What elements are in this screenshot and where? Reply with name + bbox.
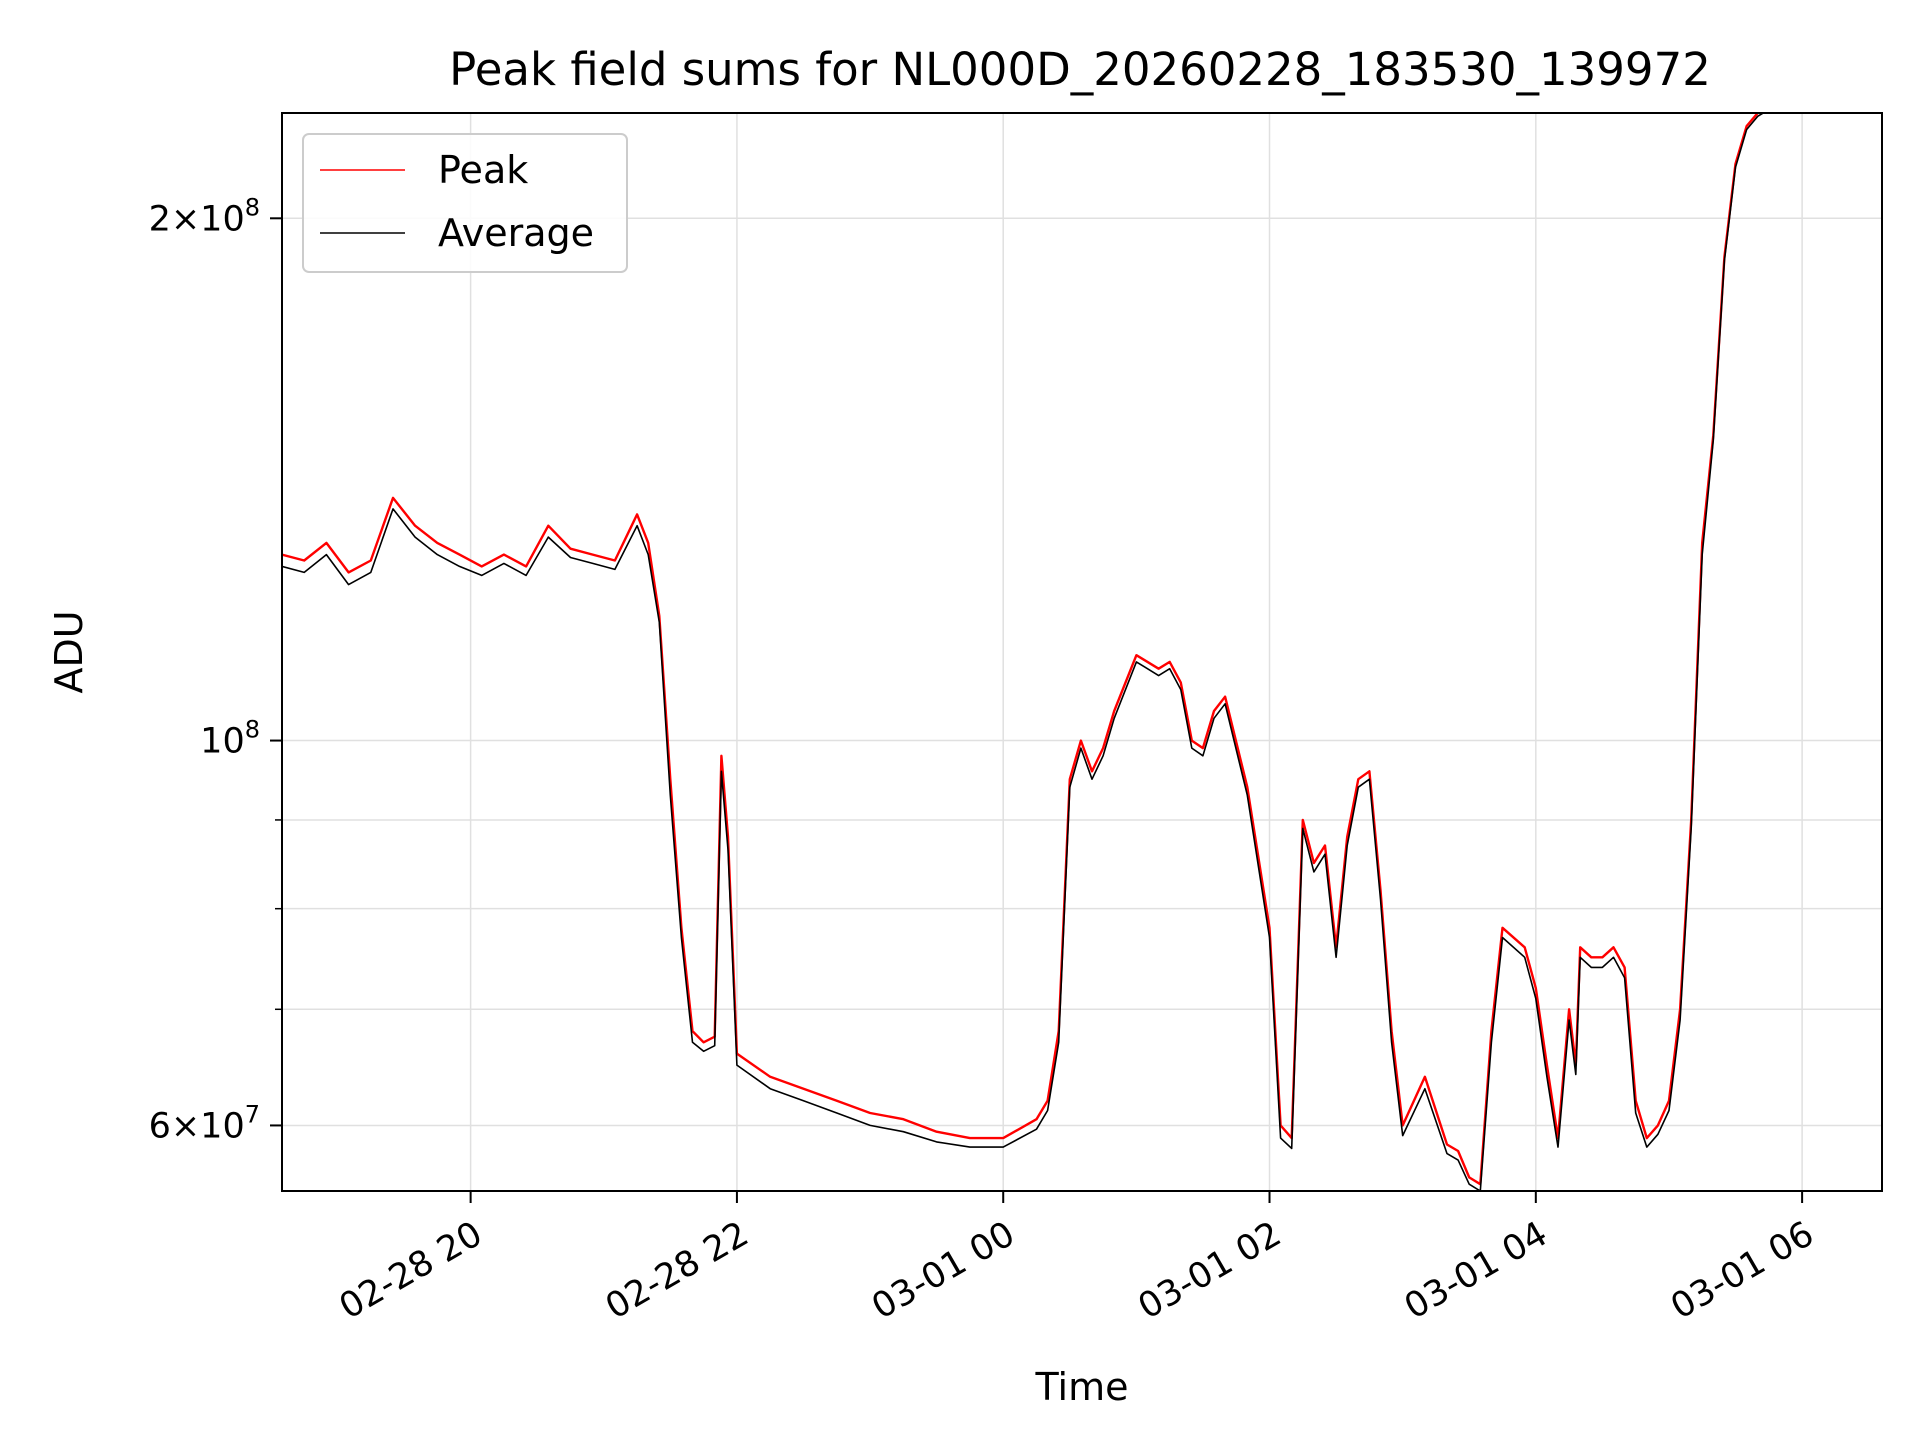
x-axis-label: Time bbox=[1035, 1365, 1129, 1409]
legend-label-average: Average bbox=[438, 211, 594, 255]
legend-box bbox=[302, 133, 628, 273]
series-line-peak bbox=[282, 113, 1761, 1186]
legend: Peak Average bbox=[302, 133, 628, 273]
series-layer bbox=[282, 113, 1765, 1191]
y-tick-label: 6×107 bbox=[149, 1100, 260, 1146]
legend-label-peak: Peak bbox=[438, 148, 528, 192]
chart-title: Peak field sums for NL000D_20260228_1835… bbox=[449, 43, 1711, 96]
y-tick-label: 2×108 bbox=[149, 193, 260, 239]
series-line-average bbox=[282, 113, 1765, 1191]
plot-frame bbox=[281, 112, 1883, 1192]
y-axis-label: ADU bbox=[47, 610, 91, 693]
y-tick-label: 108 bbox=[200, 716, 260, 762]
